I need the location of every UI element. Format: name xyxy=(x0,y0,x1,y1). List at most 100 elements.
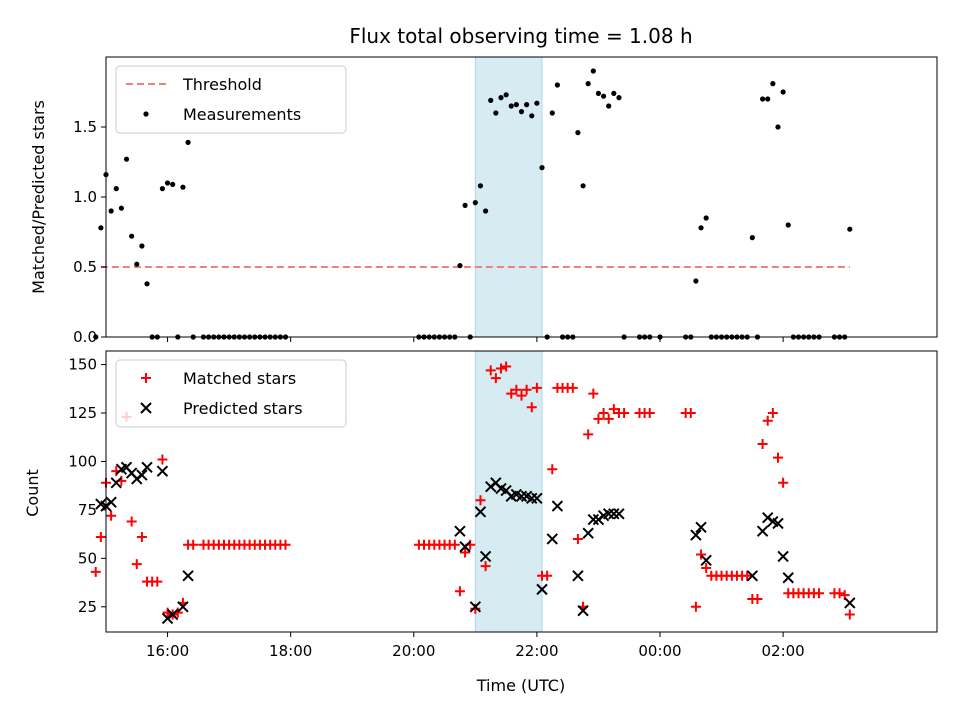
predicted-stars-point xyxy=(526,492,538,504)
measurement-point xyxy=(765,96,771,102)
matched-stars-point xyxy=(506,388,517,399)
matched-stars-point xyxy=(95,532,106,543)
y-tick-label: 0.0 xyxy=(73,328,97,346)
matched-stars-point xyxy=(572,533,583,544)
measurement-point xyxy=(534,100,540,106)
matched-stars-point xyxy=(485,365,496,376)
predicted-stars-point xyxy=(110,477,122,489)
measurement-point xyxy=(585,81,591,87)
matched-stars-point xyxy=(475,495,486,506)
measurement-point xyxy=(785,222,791,228)
predicted-stars-point xyxy=(772,517,784,530)
measurement-point xyxy=(457,263,463,269)
measurement-point xyxy=(462,202,468,208)
predicted-stars-point xyxy=(572,570,584,582)
measurement-point xyxy=(108,208,114,214)
chart-title: Flux total observing time = 1.08 h xyxy=(349,24,692,48)
matched-stars-point xyxy=(603,413,614,424)
measurement-point xyxy=(529,113,535,119)
measurement-point xyxy=(170,181,176,187)
legend-label: Threshold xyxy=(182,75,262,94)
matched-stars-point xyxy=(157,454,168,465)
matched-stars-point xyxy=(131,559,142,570)
measurement-point xyxy=(477,183,484,189)
matched-stars-point xyxy=(598,408,609,419)
matched-stars-point xyxy=(593,413,604,424)
measurement-point xyxy=(554,82,561,88)
measurement-point xyxy=(144,281,150,287)
measurement-point xyxy=(98,225,104,231)
predicted-stars-point xyxy=(479,550,492,563)
matched-stars-point xyxy=(547,464,558,475)
matched-stars-point xyxy=(490,373,501,384)
matched-stars-point xyxy=(844,609,855,620)
matched-stars-point xyxy=(690,601,701,612)
x-tick-label: 22:00 xyxy=(515,642,558,660)
measurement-point xyxy=(698,225,704,231)
predicted-stars-point xyxy=(515,490,528,503)
measurement-point xyxy=(693,278,699,284)
matched-stars-point xyxy=(696,549,707,560)
predicted-stars-point xyxy=(602,508,615,520)
legend: Threshold Measurements xyxy=(115,65,347,134)
measurement-point xyxy=(775,124,781,130)
predicted-stars-point xyxy=(156,465,169,477)
matched-stars-point xyxy=(516,390,527,401)
predicted-stars-point xyxy=(582,527,594,539)
predicted-stars-point xyxy=(777,550,789,563)
measurement-point xyxy=(513,102,519,108)
predicted-stars-point xyxy=(166,608,179,621)
matched-stars-point xyxy=(567,382,578,393)
predicted-stars-point xyxy=(469,601,482,613)
predicted-stars-point xyxy=(531,492,543,504)
measurement-point xyxy=(129,233,135,239)
measurement-point xyxy=(759,96,766,102)
matched-stars-point xyxy=(495,363,506,374)
measurement-point xyxy=(118,205,124,211)
matched-stars-point xyxy=(752,594,763,605)
bottom-y-axis-label: Count xyxy=(23,469,42,517)
predicted-stars-point xyxy=(695,521,707,534)
predicted-stars-point xyxy=(700,554,712,567)
predicted-stars-point xyxy=(577,604,589,617)
x-tick-label: 18:00 xyxy=(269,642,312,660)
measurement-point xyxy=(770,81,776,87)
legend-predicted-swatch xyxy=(140,402,152,414)
y-tick-label: 100 xyxy=(68,452,97,470)
measurement-point xyxy=(703,215,709,221)
matched-stars-point xyxy=(762,415,773,426)
legend-measurement-swatch xyxy=(143,111,149,117)
measurement-point xyxy=(482,208,489,214)
x-tick-label: 16:00 xyxy=(146,642,189,660)
matched-stars-point xyxy=(778,477,789,488)
matched-stars-point xyxy=(767,408,778,419)
matched-stars-point xyxy=(644,408,655,419)
matched-stars-point xyxy=(542,570,553,581)
legend-label: Matched stars xyxy=(183,369,296,388)
measurement-point xyxy=(595,90,602,96)
predicted-stars-point xyxy=(756,525,769,537)
y-tick-label: 25 xyxy=(78,598,97,616)
matched-stars-point xyxy=(531,382,542,393)
predicted-stars-point xyxy=(177,601,189,613)
x-axis-label: Time (UTC) xyxy=(476,676,565,695)
matched-stars-point xyxy=(619,408,630,419)
measurement-point xyxy=(590,68,596,74)
measurement-point xyxy=(749,235,755,241)
bottom-panel: 25 50 75 100 125 150 16:00 18:00 20:00 22:00 00:00… xyxy=(68,350,938,660)
measurement-point xyxy=(488,97,494,103)
y-tick-label: 75 xyxy=(78,501,97,519)
y-tick-label: 150 xyxy=(68,356,97,374)
measurement-point xyxy=(847,226,853,232)
predicted-stars-point xyxy=(782,572,794,584)
measurement-point xyxy=(123,156,130,162)
matched-stars-point xyxy=(460,547,471,558)
predicted-stars-point xyxy=(536,583,548,596)
measurement-point xyxy=(493,110,499,116)
predicted-stars-point xyxy=(105,496,117,508)
predicted-stars-point xyxy=(551,500,564,512)
measurement-point xyxy=(518,109,525,115)
matched-stars-point xyxy=(608,404,619,415)
measurement-point xyxy=(139,243,145,249)
matched-stars-point xyxy=(280,539,291,550)
